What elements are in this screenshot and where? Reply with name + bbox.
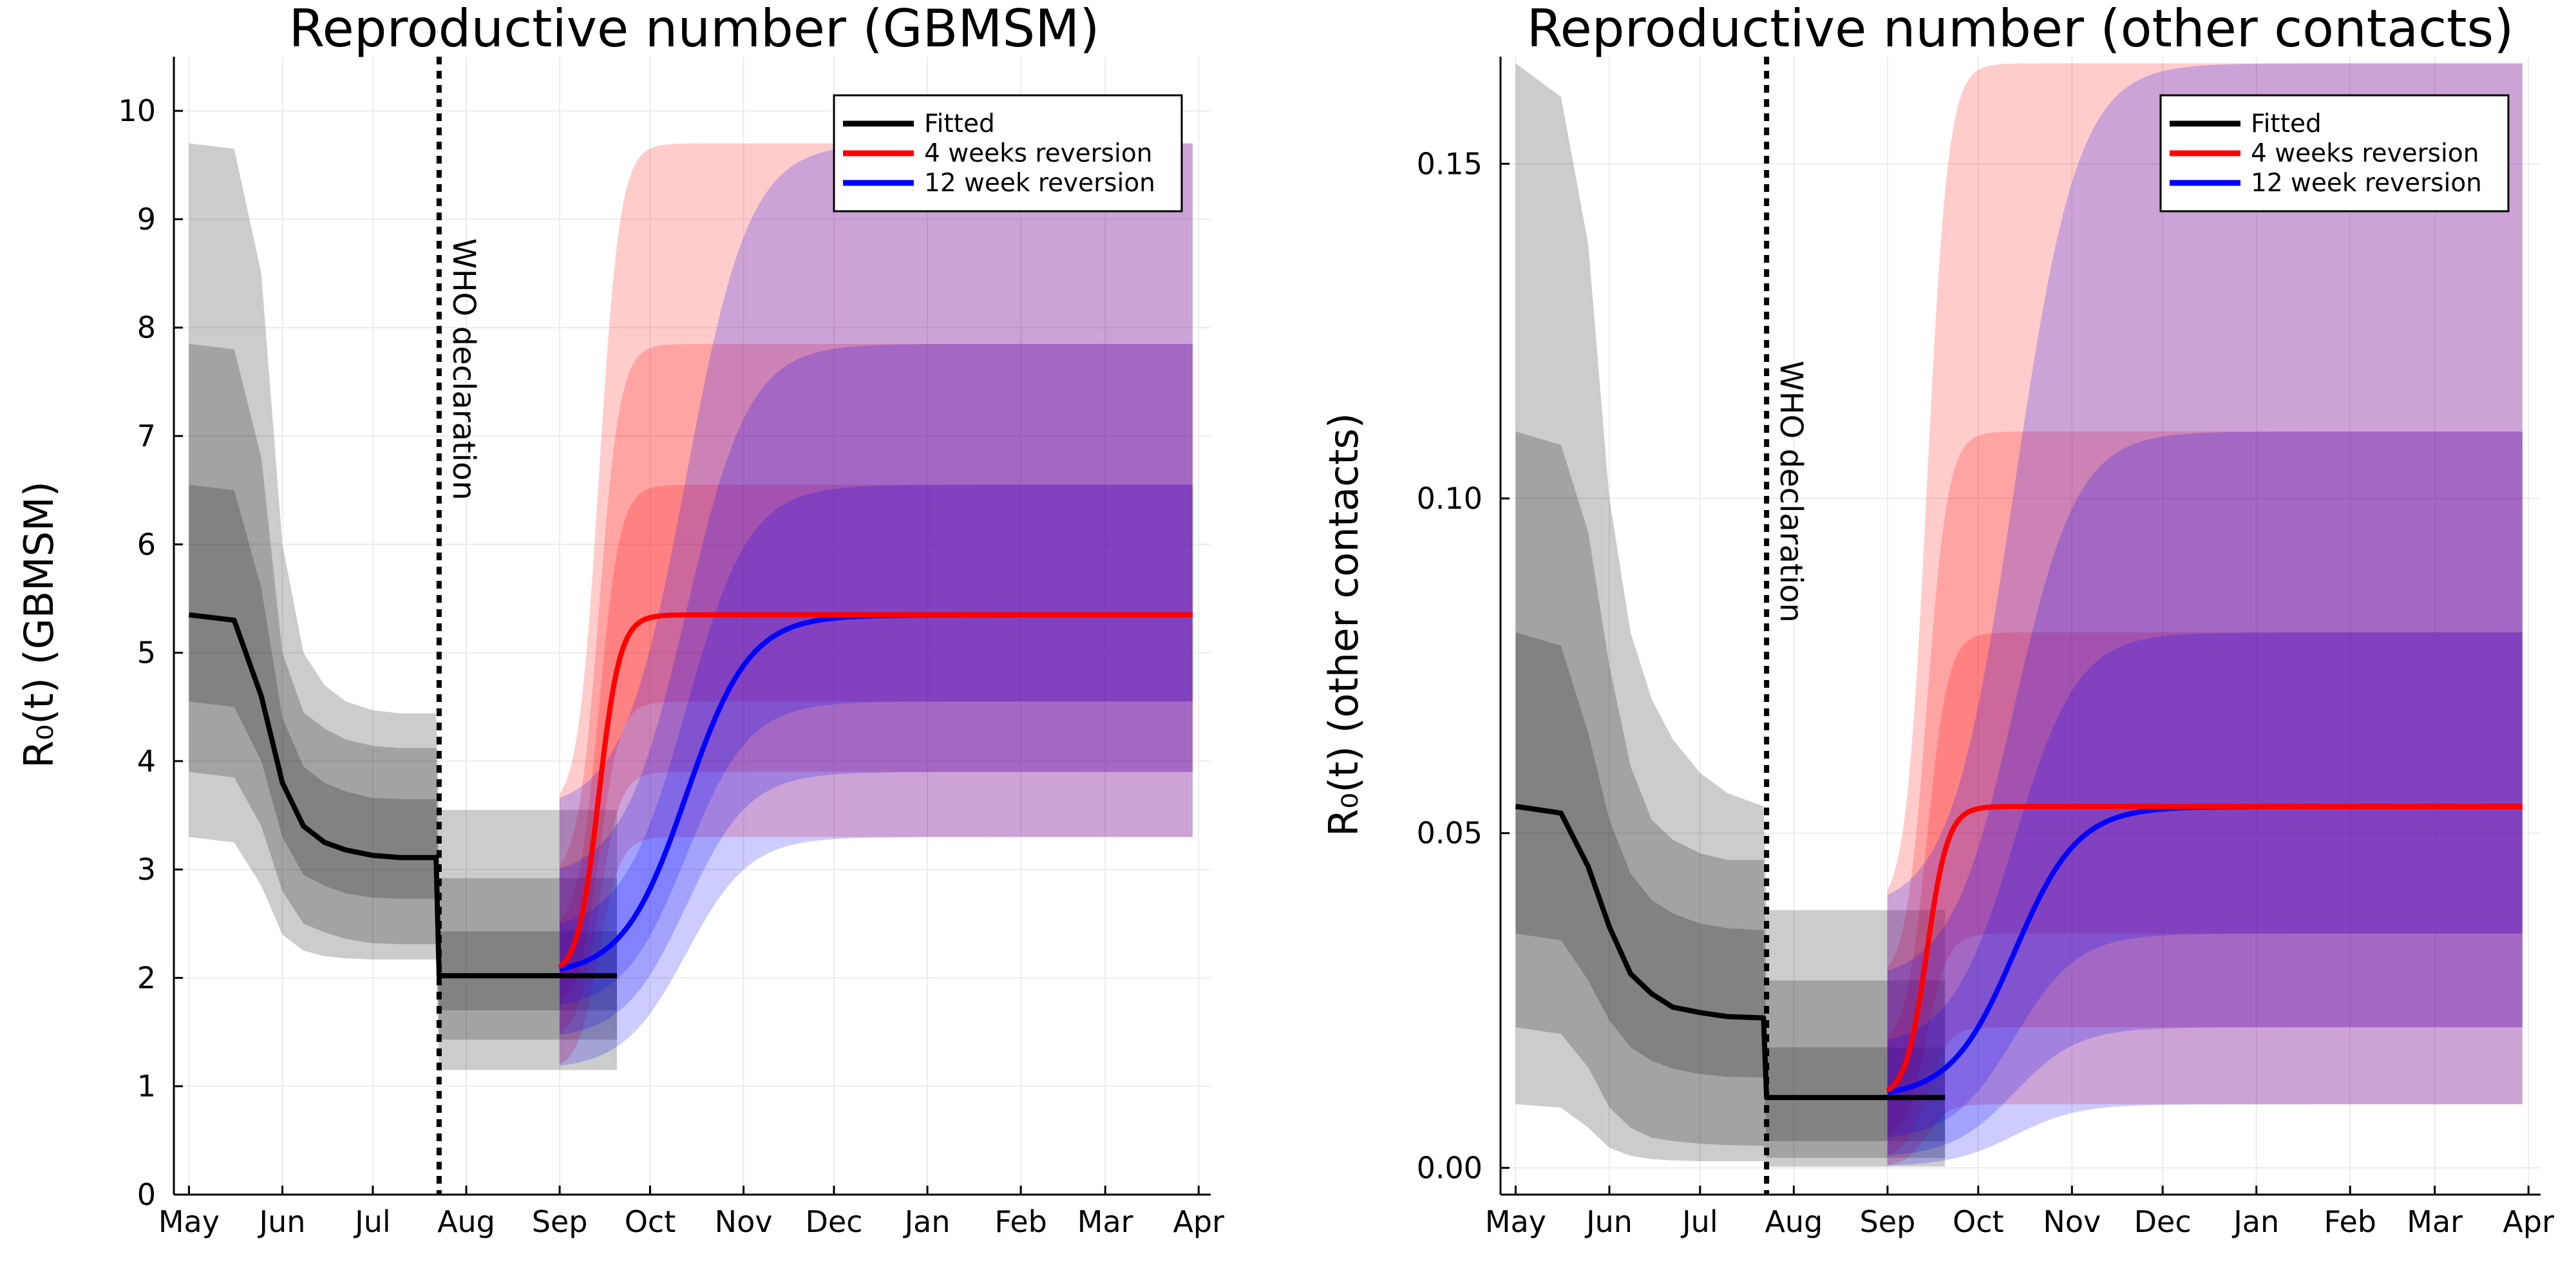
x-tick-label: May [1485,1204,1546,1239]
x-tick-label: Aug [1765,1204,1823,1239]
y-tick-label: 7 [137,419,156,453]
legend-label-fitted: Fitted [924,109,995,138]
x-tick-label: Sep [1860,1204,1916,1239]
chart-title: Reproductive number (other contacts) [1527,0,2514,59]
x-tick-label: Dec [805,1204,862,1239]
x-tick-label: Apr [1173,1204,1224,1239]
legend-label-4-weeks: 4 weeks reversion [2251,139,2479,168]
x-tick-label: Oct [1953,1204,2004,1239]
x-tick-label: Jan [903,1204,951,1239]
y-tick-label: 2 [137,960,156,995]
twelve-week-band-middle [1887,431,2523,1156]
legend-label-4-weeks: 4 weeks reversion [924,139,1152,168]
legend-box [833,94,1183,213]
y-tick-label: 4 [137,744,156,779]
chart-panel-other-contacts: 0.00 0.05 0.10 0.15 May Jun Jul Aug Sep Oct Nov Dec… [1320,0,2554,1239]
y-tick-label: 0.10 [1417,481,1482,516]
y-tick-label: 9 [137,202,156,236]
y-tick-label: 6 [137,527,156,562]
chart-panel-gbmsm: 0 1 2 3 4 5 6 7 8 9 10 May Jun Jul Aug Sep Oct Nov Dec Jan F… [15,0,1224,1239]
x-tick-label: Jun [258,1204,306,1239]
x-tick-label: Oct [625,1204,676,1239]
four-week-band-inner [1887,632,2523,1137]
y-tick-label: 0.15 [1417,146,1482,181]
y-axis-label: R₀(t) (GBMSM) [15,481,62,768]
twelve-week-band-middle [560,343,1193,1035]
four-week-band-outer [560,143,1193,1065]
x-tick-label: Apr [2503,1204,2554,1239]
fitted-band-outer [1515,63,1946,1167]
x-tick-label: Dec [2134,1204,2192,1239]
legend: Fitted 4 weeks reversion 12 week reversi… [2159,94,2510,213]
x-tick-label: Jul [1680,1204,1718,1239]
y-axis-label: R₀(t) (other contacts) [1320,413,1367,837]
twelve-week-band-inner [1887,632,2523,1138]
plot-area: 0.00 0.05 0.10 0.15 May Jun Jul Aug Sep Oct Nov Dec… [1417,57,2554,1239]
fitted-line [1515,804,1946,1101]
y-tick-label: 0.05 [1417,816,1482,851]
x-tick-label: Feb [994,1204,1046,1239]
x-tick-label: Mar [1077,1204,1133,1239]
four-week-band-middle [560,343,1193,1034]
four-week-band-middle [1887,431,2523,1155]
y-tick-label: 10 [118,93,156,128]
x-tick-label: Sep [532,1204,588,1239]
fitted-band-middle [189,343,617,1040]
fitted-line [188,612,617,979]
twelve-week-band-outer [560,143,1193,1066]
y-tick-label: 5 [137,636,156,670]
fitted-band-outer [189,143,617,1070]
x-tick-label: Jun [1584,1204,1633,1239]
fitted-band-inner [1515,632,1946,1141]
x-tick-label: Feb [2324,1204,2376,1239]
legend-label-12-week: 12 week reversion [2251,169,2482,198]
legend-label-12-week: 12 week reversion [924,169,1155,198]
chart-title: Reproductive number (GBMSM) [289,0,1100,59]
x-tick-label: Jan [2231,1204,2279,1239]
x-tick-label: Jul [353,1204,391,1239]
y-tick-label: 0 [137,1177,156,1212]
who-declaration-label: WHO declaration [446,238,482,500]
legend-label-fitted: Fitted [2251,109,2322,138]
fitted-band-middle [1515,431,1946,1158]
x-tick-label: Nov [715,1204,773,1239]
y-tick-label: 3 [137,852,156,887]
y-tick-label: 8 [137,310,156,345]
y-tick-label: 0.00 [1417,1150,1482,1185]
legend: Fitted 4 weeks reversion 12 week reversi… [833,94,1183,213]
plot-area: 0 1 2 3 4 5 6 7 8 9 10 May Jun Jul Aug Sep Oct Nov Dec Jan F… [118,57,1224,1239]
y-tick-label: 1 [137,1069,156,1104]
x-tick-label: Mar [2407,1204,2463,1239]
x-tick-label: Aug [437,1204,495,1239]
who-declaration-label: WHO declaration [1773,361,1809,623]
x-tick-label: May [158,1204,220,1239]
x-tick-label: Nov [2043,1204,2101,1239]
